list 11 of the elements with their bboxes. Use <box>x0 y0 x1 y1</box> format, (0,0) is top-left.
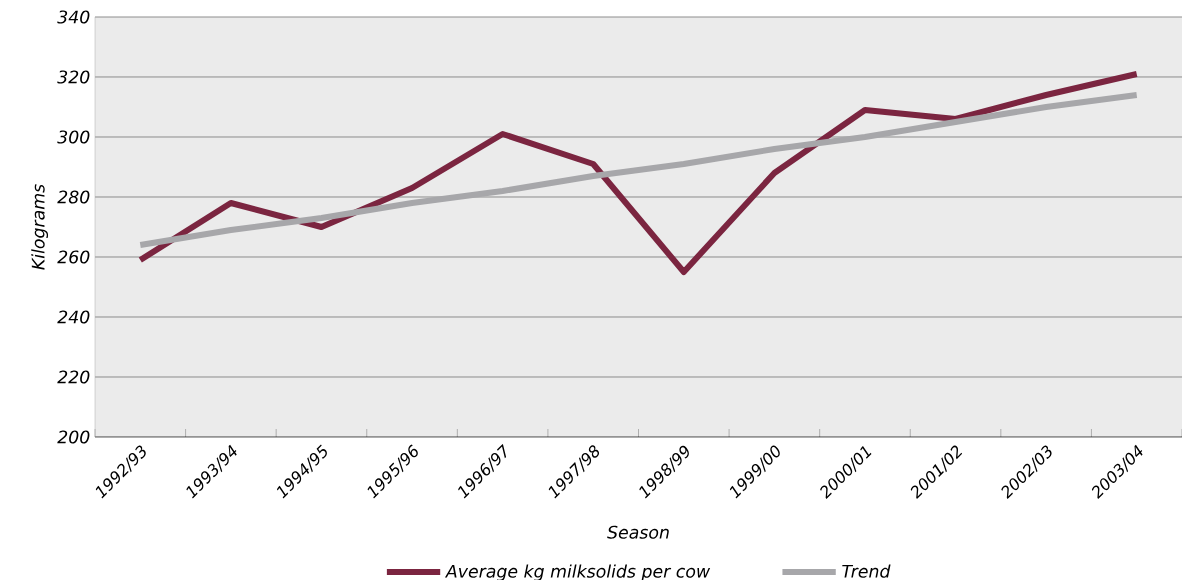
x-axis-title: Season <box>607 525 669 539</box>
y-tick-label: 300 <box>57 130 90 144</box>
y-tick-label: 280 <box>57 190 90 204</box>
y-tick-label: 260 <box>57 250 90 264</box>
y-tick-label: 240 <box>57 310 90 324</box>
legend-label: Trend <box>842 564 891 578</box>
y-tick-label: 320 <box>57 70 90 84</box>
y-tick-label: 200 <box>57 430 90 444</box>
y-axis-title: Kilograms <box>31 184 49 270</box>
y-tick-label: 340 <box>57 10 90 24</box>
y-tick-label: 220 <box>57 370 90 384</box>
